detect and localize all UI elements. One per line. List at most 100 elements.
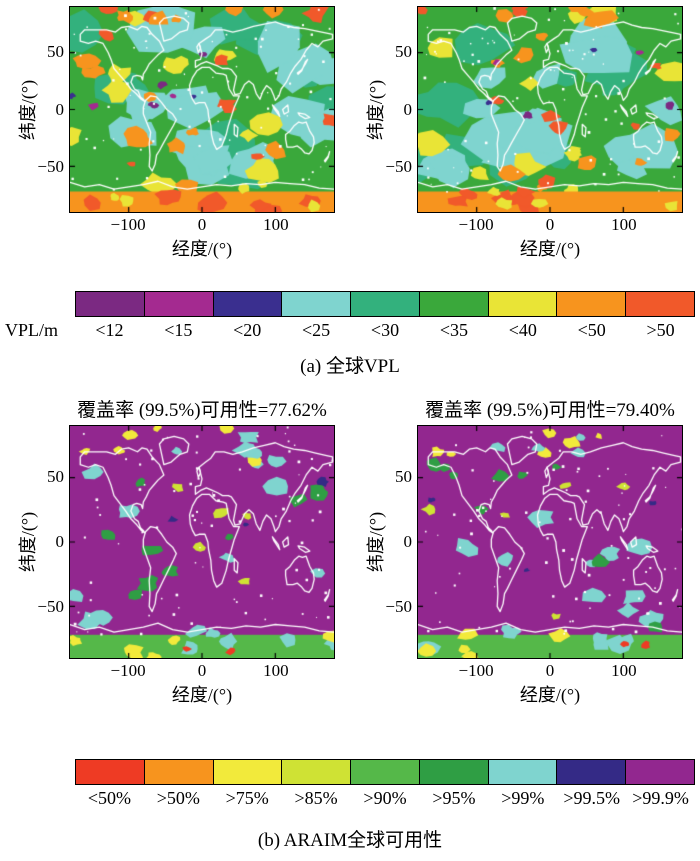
vpl-colorbar-labels: VPL/m <12 <15 <20 <25 <30 <35 <40 <50 >50 bbox=[5, 320, 695, 341]
panel-title-left: 覆盖率 (99.5%)可用性=77.62% bbox=[69, 395, 335, 421]
world-map-canvas-vpl-left bbox=[70, 7, 334, 212]
colorbar-segment bbox=[213, 760, 283, 784]
colorbar-segment bbox=[351, 292, 420, 316]
colorbar-segment bbox=[557, 760, 627, 784]
colorbar-segment bbox=[282, 292, 352, 316]
availability-colorbar-labels: <50% >50% >75% >85% >90% >95% >99% >99.5% >99.9% bbox=[75, 788, 695, 809]
caption-b: (b) ARAIM全球可用性 bbox=[257, 830, 443, 851]
y-tick-50: 50 bbox=[47, 466, 64, 486]
x-axis-label: 经度/(°) bbox=[171, 239, 233, 259]
x-tick-0: 0 bbox=[197, 661, 207, 680]
colorbar-segment bbox=[76, 760, 145, 784]
x-tick-0: 0 bbox=[197, 215, 207, 234]
colorbar-segment bbox=[419, 760, 489, 784]
map-plot-area bbox=[417, 425, 683, 659]
vpl-colorbar-title: VPL/m bbox=[5, 320, 59, 340]
x-axis-ticks: −100 0 100 bbox=[69, 213, 335, 235]
colorbar-segment bbox=[351, 760, 420, 784]
colorbar-tick-label: <35 bbox=[439, 320, 468, 340]
colorbar-tick-label: <15 bbox=[164, 320, 193, 340]
colorbar-tick-label: <30 bbox=[370, 320, 400, 340]
x-tick-100: 100 bbox=[263, 215, 289, 234]
x-axis-label: 经度/(°) bbox=[171, 685, 233, 705]
panel-title-right: 覆盖率 (99.5%)可用性=79.40% bbox=[417, 395, 683, 421]
x-tick-100: 100 bbox=[611, 215, 637, 234]
x-axis-ticks: −100 0 100 bbox=[69, 659, 335, 681]
x-axis-ticks: −100 0 100 bbox=[417, 213, 683, 235]
map-plot-area bbox=[417, 6, 683, 213]
colorbar-segment bbox=[76, 292, 145, 316]
x-tick-100: 100 bbox=[611, 661, 637, 680]
colorbar-segment bbox=[419, 292, 489, 316]
y-axis-label-container: 纬度/(°) bbox=[365, 425, 386, 659]
colorbar-tick-label: >50% bbox=[156, 788, 200, 808]
map-panel-vpl-left: 纬度/(°) 50 0 −50 −100 0 100 经度/(°) bbox=[17, 6, 335, 261]
colorbar-tick-label: <25 bbox=[302, 320, 331, 340]
colorbar-tick-label: <40 bbox=[508, 320, 537, 340]
x-tick-neg100: −100 bbox=[458, 661, 494, 680]
colorbar-segment bbox=[488, 760, 558, 784]
y-tick-50: 50 bbox=[47, 41, 64, 61]
colorbar-tick-label: >95% bbox=[432, 788, 476, 808]
colorbar-tick-label: >50 bbox=[646, 320, 675, 340]
colorbar-tick-label: >99.5% bbox=[563, 788, 620, 808]
x-tick-0: 0 bbox=[545, 661, 555, 680]
availability-colorbar-bar bbox=[75, 759, 695, 785]
colorbar-segment bbox=[626, 760, 695, 784]
colorbar-segment bbox=[213, 292, 283, 316]
x-tick-neg100: −100 bbox=[110, 215, 146, 234]
y-tick-0: 0 bbox=[55, 99, 65, 119]
x-axis-label: 经度/(°) bbox=[519, 239, 581, 259]
vpl-map-row: 纬度/(°) 50 0 −50 −100 0 100 经度/(°) bbox=[0, 0, 700, 261]
y-axis-label-container: 纬度/(°) bbox=[365, 6, 386, 213]
x-axis-ticks: −100 0 100 bbox=[417, 659, 683, 681]
y-axis-ticks: 50 0 −50 bbox=[37, 6, 69, 213]
map-plot-area bbox=[69, 6, 335, 213]
y-tick-neg50: −50 bbox=[385, 157, 412, 176]
colorbar-segment bbox=[144, 292, 214, 316]
y-tick-50: 50 bbox=[395, 466, 412, 486]
colorbar-segment bbox=[282, 760, 352, 784]
y-axis-ticks: 50 0 −50 bbox=[385, 6, 417, 213]
map-panel-availability-left: 覆盖率 (99.5%)可用性=77.62% 纬度/(°) 50 0 −50 −1… bbox=[17, 395, 335, 707]
caption-a: (a) 全球VPL bbox=[300, 356, 400, 377]
y-tick-neg50: −50 bbox=[37, 157, 64, 176]
world-map-canvas-availability-right bbox=[418, 426, 682, 658]
colorbar-segment bbox=[626, 292, 695, 316]
y-tick-0: 0 bbox=[403, 532, 413, 551]
colorbar-segment bbox=[144, 760, 214, 784]
y-tick-50: 50 bbox=[395, 41, 412, 61]
x-tick-neg100: −100 bbox=[458, 215, 494, 234]
colorbar-segment bbox=[488, 292, 558, 316]
colorbar-tick-label: >75% bbox=[225, 788, 269, 808]
availability-colorbar: <50% >50% >75% >85% >90% >95% >99% >99.5% >99.9% bbox=[5, 759, 695, 809]
colorbar-tick-label: <12 bbox=[95, 320, 124, 340]
x-tick-100: 100 bbox=[263, 661, 289, 680]
colorbar-tick-label: <20 bbox=[233, 320, 262, 340]
map-panel-availability-right: 覆盖率 (99.5%)可用性=79.40% 纬度/(°) 50 0 −50 −1… bbox=[365, 395, 683, 707]
x-tick-0: 0 bbox=[545, 215, 555, 234]
y-tick-0: 0 bbox=[403, 99, 413, 119]
vpl-colorbar-bar bbox=[75, 291, 695, 317]
y-axis-ticks: 50 0 −50 bbox=[37, 425, 69, 659]
colorbar-segment bbox=[557, 292, 627, 316]
colorbar-tick-label: >90% bbox=[363, 788, 407, 808]
y-tick-0: 0 bbox=[55, 532, 65, 551]
y-axis-ticks: 50 0 −50 bbox=[385, 425, 417, 659]
x-axis-label: 经度/(°) bbox=[519, 685, 581, 705]
x-tick-neg100: −100 bbox=[110, 661, 146, 680]
colorbar-tick-label: <50% bbox=[87, 788, 132, 808]
map-plot-area bbox=[69, 425, 335, 659]
availability-map-row: 覆盖率 (99.5%)可用性=77.62% 纬度/(°) 50 0 −50 −1… bbox=[0, 377, 700, 707]
colorbar-tick-label: >99% bbox=[501, 788, 545, 808]
coverage-availability-right: 覆盖率 (99.5%)可用性=79.40% bbox=[425, 400, 675, 421]
y-tick-neg50: −50 bbox=[385, 597, 412, 616]
colorbar-tick-label: >85% bbox=[294, 788, 338, 808]
map-panel-vpl-right: 纬度/(°) 50 0 −50 −100 0 100 经度/(°) bbox=[365, 6, 683, 261]
y-axis-label-container: 纬度/(°) bbox=[17, 6, 38, 213]
colorbar-tick-label: <50 bbox=[577, 320, 606, 340]
colorbar-tick-label: >99.9% bbox=[632, 788, 689, 808]
world-map-canvas-vpl-right bbox=[418, 7, 682, 212]
world-map-canvas-availability-left bbox=[70, 426, 334, 658]
